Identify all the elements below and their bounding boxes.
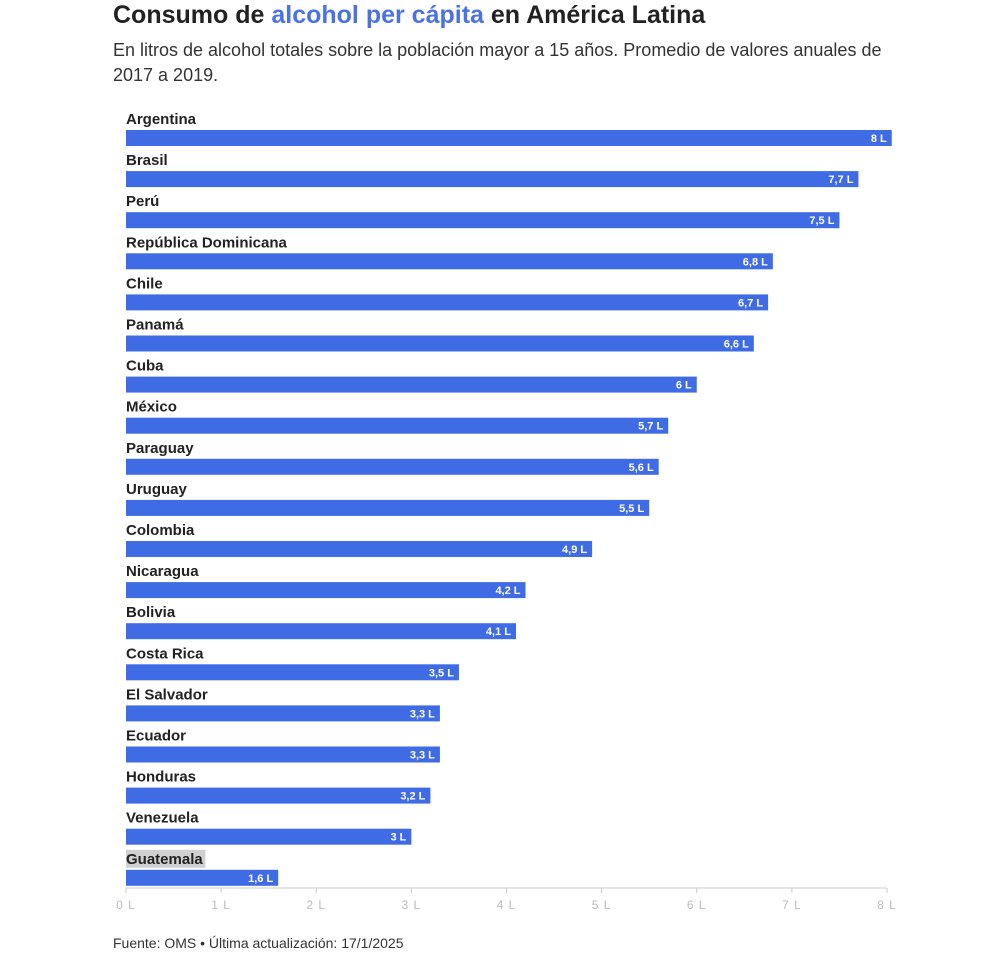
bar-row-argentina: Argentina 8 L [126, 111, 892, 146]
category-label: Nicaragua [126, 563, 199, 580]
value-label: 3,2 L [400, 791, 425, 803]
x-tick-label: 2 L [306, 898, 326, 912]
bar-row-cuba: Cuba 6 L [126, 358, 697, 393]
category-label: Cuba [126, 358, 164, 375]
bar-row-honduras: Honduras 3,2 L [126, 769, 431, 804]
x-tick-label: 1 L [211, 898, 231, 912]
x-tick-label: 0 L [116, 898, 136, 912]
title-accent: alcohol per cápita [271, 1, 484, 29]
bar-chart: Argentina 8 L Brasil 7,7 L Perú 7,5 L Repúblic… [116, 111, 897, 912]
bar-row-mexico: México 5,7 L [126, 399, 669, 434]
bar [126, 582, 526, 599]
bar [126, 623, 517, 640]
value-label: 3 L [390, 832, 406, 844]
value-label: 3,3 L [410, 708, 435, 720]
title-part-1: Consumo de [113, 1, 265, 29]
bar-row-ecuador: Ecuador 3,3 L [126, 728, 440, 763]
bar-row-uruguay: Uruguay 5,5 L [126, 481, 650, 516]
bar [126, 417, 669, 434]
x-tick-label: 6 L [687, 898, 707, 912]
category-label: Argentina [126, 111, 197, 128]
x-tick-label: 3 L [402, 898, 422, 912]
category-label: El Salvador [126, 686, 208, 703]
bar-row-costa-rica: Costa Rica 3,5 L [126, 645, 459, 681]
value-label: 5,6 L [629, 462, 654, 474]
value-label: 6,7 L [738, 297, 763, 309]
bar-row-brasil: Brasil 7,7 L [126, 152, 859, 188]
value-label: 1,6 L [248, 873, 273, 885]
bar [126, 376, 697, 393]
bar [126, 335, 754, 352]
bar [126, 171, 859, 188]
category-label: Brasil [126, 152, 168, 169]
title-part-2: en América Latina [490, 1, 706, 29]
bar [126, 664, 459, 681]
x-tick-label: 5 L [592, 898, 612, 912]
bar [126, 541, 593, 557]
category-label: Bolivia [126, 604, 176, 621]
bars-group: Argentina 8 L Brasil 7,7 L Perú 7,5 L Repúblic… [126, 111, 892, 886]
category-label: Perú [126, 193, 159, 210]
value-label: 3,5 L [429, 667, 454, 679]
x-tick-label: 7 L [782, 898, 802, 912]
value-label: 8 L [871, 133, 887, 145]
value-label: 7,7 L [828, 174, 853, 186]
value-label: 4,2 L [495, 585, 520, 597]
value-label: 4,9 L [562, 544, 587, 556]
source-note: Fuente: OMS • Última actualización: 17/1… [113, 935, 404, 951]
bar [126, 869, 279, 886]
bar-row-chile: Chile 6,7 L [126, 275, 769, 311]
category-label: Colombia [126, 522, 195, 539]
bar-row-venezuela: Venezuela 3 L [126, 810, 412, 845]
bar [126, 458, 659, 475]
category-label: Paraguay [126, 440, 194, 457]
bar-row-colombia: Colombia 4,9 L [126, 522, 593, 557]
category-label: República Dominicana [126, 234, 288, 251]
x-tick-label: 4 L [497, 898, 517, 912]
category-label: Costa Rica [126, 645, 204, 662]
bar-row-panama: Panamá 6,6 L [126, 317, 754, 352]
value-label: 4,1 L [486, 626, 511, 638]
chart-subtitle: En litros de alcohol totales sobre la po… [113, 40, 882, 85]
category-label: Honduras [126, 769, 196, 786]
bar [126, 828, 412, 845]
bar-row-bolivia: Bolivia 4,1 L [126, 604, 517, 640]
bar [126, 787, 431, 804]
chart-title: Consumo de alcohol per cápita en América… [113, 0, 705, 30]
bar-row-paraguay: Paraguay 5,6 L [126, 440, 659, 475]
bar [126, 253, 773, 270]
category-label: Panamá [126, 317, 184, 334]
value-label: 6,8 L [743, 256, 768, 268]
bar [126, 746, 440, 763]
value-label: 5,5 L [619, 503, 644, 515]
bar-row-peru: Perú 7,5 L [126, 193, 840, 229]
bar [126, 212, 840, 229]
value-label: 7,5 L [809, 215, 834, 227]
bar [126, 499, 650, 516]
bar [126, 294, 769, 311]
value-label: 6 L [676, 380, 692, 392]
bar [126, 705, 440, 722]
category-label: Venezuela [126, 810, 199, 827]
value-label: 5,7 L [638, 421, 663, 433]
bar-row-nicaragua: Nicaragua 4,2 L [126, 563, 526, 599]
x-tick-label: 8 L [877, 898, 897, 912]
category-label: Uruguay [126, 481, 188, 498]
x-axis: 0 L 1 L 2 L 3 L 4 L 5 L 6 L 7 L 8 L [116, 887, 897, 912]
category-highlight [126, 849, 206, 868]
bar-row-el-salvador: El Salvador 3,3 L [126, 686, 440, 722]
value-label: 6,6 L [724, 339, 749, 351]
category-label: México [126, 399, 177, 416]
bar-row-guatemala: Guatemala 1,6 L [126, 849, 279, 886]
category-label: Chile [126, 275, 163, 292]
bar [126, 130, 892, 146]
value-label: 3,3 L [410, 750, 435, 762]
category-label: Ecuador [126, 728, 186, 745]
category-label: Guatemala [126, 851, 203, 868]
bar-row-republica-dominicana: República Dominicana 6,8 L [126, 234, 773, 270]
